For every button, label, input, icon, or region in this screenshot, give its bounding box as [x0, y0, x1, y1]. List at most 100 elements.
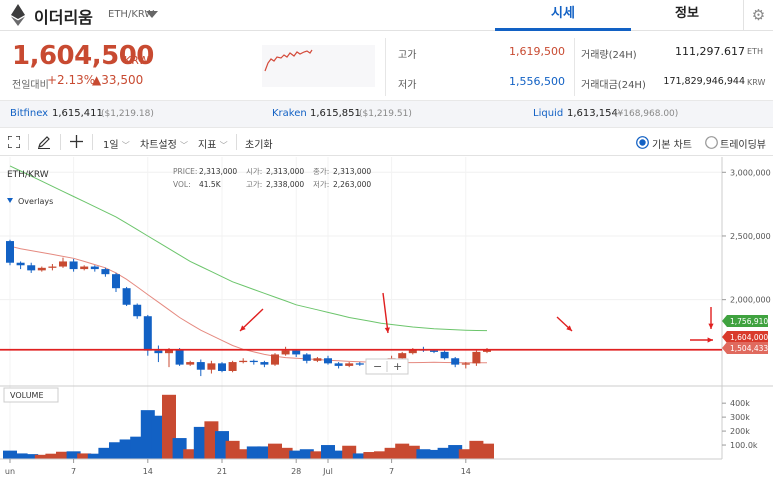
volume-bar	[109, 442, 123, 459]
gear-icon[interactable]: ⚙	[743, 0, 773, 31]
annotations: 1,756,910 1,604,000 1,504,433	[0, 292, 768, 354]
price-tag	[727, 331, 768, 343]
volume-bar	[215, 431, 229, 459]
info-price: 2,313,000	[199, 167, 237, 176]
candle-body	[143, 316, 152, 351]
volume-bar	[140, 410, 155, 459]
volume-bar	[77, 453, 92, 459]
price-chart[interactable]: 3,000,000 2,500,000 2,000,000 400k 300k 200k 1…	[0, 157, 773, 481]
price-tag-label: 1,504,433	[730, 344, 768, 353]
overlays-toggle[interactable]: Overlays	[18, 197, 53, 206]
volume-bar	[448, 445, 463, 459]
candle-body	[440, 351, 449, 359]
indicators-label: 지표	[198, 140, 217, 151]
info-low: 2,263,000	[333, 180, 371, 189]
tab-market-price[interactable]: 시세	[495, 0, 631, 31]
volume-bar	[363, 452, 378, 459]
x-tick-label: 14	[143, 467, 153, 476]
tradingview-label[interactable]: 트레이딩뷰	[720, 140, 766, 151]
basic-chart-label[interactable]: 기본 차트	[652, 140, 692, 151]
volume-bar	[13, 453, 28, 459]
x-tick-label: 14	[461, 467, 471, 476]
volume-bar	[151, 415, 166, 459]
volume-bar	[299, 449, 314, 459]
volume-bar	[289, 450, 304, 459]
info-high: 2,338,000	[266, 180, 304, 189]
volume-bar	[172, 438, 187, 459]
coin-dropdown-icon[interactable]	[146, 11, 158, 19]
radio-tradingview[interactable]	[705, 136, 718, 149]
candle-body	[228, 362, 237, 371]
info-high-label: 고가:	[246, 180, 262, 189]
indicators-dropdown[interactable]: 지표 ﹀	[198, 136, 228, 151]
x-tick-label: Jul	[322, 467, 333, 476]
zoom-out-button[interactable]: −	[373, 360, 382, 373]
fullscreen-icon[interactable]	[8, 136, 20, 148]
volume-bar	[395, 443, 410, 459]
header	[0, 0, 773, 31]
y-tick-label: 2,000,000	[730, 296, 771, 305]
candle-body	[398, 353, 407, 359]
ma-slow-line	[9, 165, 488, 332]
candle-body	[69, 261, 78, 270]
volume-bar	[66, 451, 81, 459]
candle-body	[218, 363, 226, 371]
change-rate: +2.13%	[47, 73, 96, 87]
price-unit: KRW	[124, 54, 150, 67]
low-value: 1,556,500	[509, 75, 565, 88]
overlays-caret-icon[interactable]	[7, 198, 13, 203]
volume-bar	[268, 443, 282, 459]
price-tag-pointer	[722, 342, 727, 354]
stats-divider-2	[574, 38, 575, 96]
amount-value: 171,829,946,944	[663, 76, 745, 87]
candle-body	[133, 304, 142, 317]
candle-body	[451, 358, 460, 365]
interval-dropdown[interactable]: 1일 ﹀	[103, 136, 130, 151]
crosshair-icon[interactable]	[70, 135, 83, 148]
volume-bar	[458, 449, 473, 459]
volume-tick-label: 100.0k	[730, 441, 758, 450]
volume-bar	[427, 449, 441, 459]
volume-bar	[416, 449, 431, 459]
volume-unit: ETH	[747, 47, 763, 56]
volume-tick-label: 300k	[730, 413, 750, 422]
grid	[0, 157, 722, 459]
arrow-head	[240, 325, 246, 331]
chart-settings-dropdown[interactable]: 차트설정 ﹀	[140, 136, 188, 151]
volume-bar	[480, 443, 494, 459]
volume-bar	[34, 454, 49, 459]
volume-bar	[384, 447, 399, 459]
volume-bar	[278, 447, 293, 459]
price-tag-label: 1,756,910	[730, 317, 768, 326]
exchange-name[interactable]: Liquid	[533, 108, 564, 119]
volume-bar	[236, 449, 251, 459]
candle-body	[313, 358, 322, 361]
candle-body	[260, 362, 269, 365]
candle-body	[175, 349, 184, 365]
pencil-draw-icon[interactable]	[37, 135, 51, 149]
exchange-name[interactable]: Kraken	[272, 108, 307, 119]
reset-button[interactable]: 초기화	[245, 140, 273, 151]
volume-value: 111,297.617	[675, 45, 745, 58]
volume-bar	[342, 445, 357, 459]
info-vol: 41.5K	[199, 180, 222, 189]
exchange-name[interactable]: Bitfinex	[10, 108, 49, 119]
candle-body	[334, 363, 343, 366]
volume-bar	[257, 446, 272, 459]
candle-body	[59, 261, 67, 267]
candle-body	[461, 363, 470, 365]
candle-body	[101, 269, 110, 275]
volume-bar	[204, 421, 219, 459]
candle-body	[292, 350, 301, 355]
volume-bar	[331, 450, 346, 459]
candle-body	[472, 351, 481, 364]
x-tick-label: 7	[389, 467, 394, 476]
change-amount: ▲33,500	[92, 73, 144, 87]
amount-unit: KRW	[747, 78, 766, 87]
radio-basic-chart[interactable]	[636, 136, 649, 149]
zoom-in-button[interactable]: +	[393, 360, 402, 373]
candle-body	[90, 266, 99, 270]
chart-symbol: ETH/KRW	[7, 170, 49, 180]
tab-info[interactable]: 정보	[675, 6, 699, 21]
coin-pair: ETH/KRW	[108, 9, 155, 20]
